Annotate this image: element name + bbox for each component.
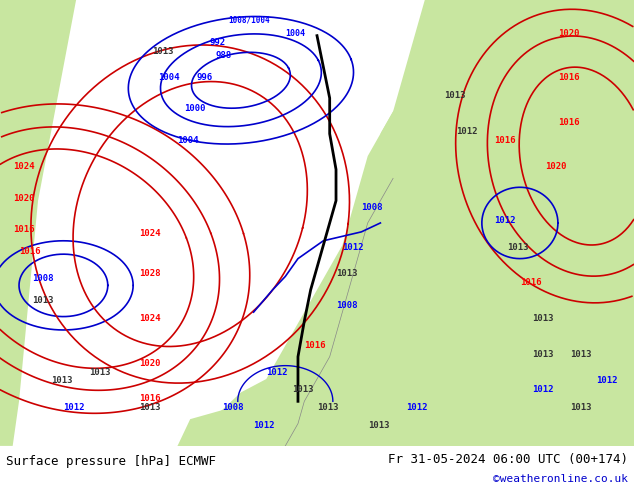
Text: 1013: 1013	[51, 376, 72, 386]
Text: 1012: 1012	[266, 368, 288, 376]
Text: 1012: 1012	[63, 403, 85, 412]
Text: 1013: 1013	[571, 350, 592, 359]
Text: 1020: 1020	[13, 194, 34, 203]
Text: 1013: 1013	[32, 296, 53, 305]
Text: 1008: 1008	[32, 274, 53, 283]
Text: 1016: 1016	[19, 247, 41, 256]
Text: 1013: 1013	[139, 403, 161, 412]
Text: 1013: 1013	[507, 243, 529, 252]
Text: 1012: 1012	[342, 243, 364, 252]
Text: ©weatheronline.co.uk: ©weatheronline.co.uk	[493, 474, 628, 484]
Text: 1004: 1004	[285, 29, 306, 38]
Polygon shape	[380, 0, 482, 134]
Text: 1012: 1012	[406, 403, 427, 412]
Text: 1024: 1024	[139, 314, 161, 323]
Text: 1013: 1013	[571, 403, 592, 412]
Text: 1013: 1013	[533, 314, 554, 323]
Polygon shape	[178, 0, 634, 446]
Text: 1016: 1016	[495, 136, 516, 145]
Text: 1004: 1004	[178, 136, 199, 145]
Text: 1008: 1008	[222, 403, 243, 412]
Text: 1012: 1012	[596, 376, 618, 386]
Text: 988: 988	[216, 51, 231, 60]
Text: 1013: 1013	[336, 270, 358, 278]
Text: 1024: 1024	[13, 163, 34, 172]
Text: 992: 992	[209, 38, 225, 47]
Text: Surface pressure [hPa] ECMWF: Surface pressure [hPa] ECMWF	[6, 455, 216, 468]
Text: 1013: 1013	[292, 386, 313, 394]
Text: 1016: 1016	[520, 278, 541, 287]
Text: 1000: 1000	[184, 104, 205, 114]
Text: 1016: 1016	[558, 118, 579, 127]
Text: 1020: 1020	[139, 359, 161, 368]
Text: 1016: 1016	[304, 341, 326, 350]
Text: 1020: 1020	[558, 29, 579, 38]
Text: 1008: 1008	[336, 301, 358, 310]
Text: 1004: 1004	[158, 74, 180, 82]
Text: 1028: 1028	[139, 270, 161, 278]
Text: 1013: 1013	[89, 368, 110, 376]
Text: 1013: 1013	[533, 350, 554, 359]
Text: 1020: 1020	[545, 163, 567, 172]
Polygon shape	[0, 0, 76, 446]
Text: 1012: 1012	[254, 421, 275, 430]
Text: 1013: 1013	[368, 421, 389, 430]
Text: 1008/1004: 1008/1004	[228, 15, 270, 24]
Text: 1012: 1012	[456, 127, 478, 136]
Text: 1016: 1016	[13, 225, 34, 234]
Text: 1016: 1016	[558, 74, 579, 82]
Text: 1013: 1013	[444, 91, 465, 100]
Text: 996: 996	[197, 74, 212, 82]
Polygon shape	[178, 379, 634, 446]
Text: 1013: 1013	[152, 47, 174, 55]
Text: 1016: 1016	[139, 394, 161, 403]
Text: 1008: 1008	[361, 202, 383, 212]
Text: 1012: 1012	[495, 216, 516, 225]
Text: 1012: 1012	[533, 386, 554, 394]
Text: Fr 31-05-2024 06:00 UTC (00+174): Fr 31-05-2024 06:00 UTC (00+174)	[387, 453, 628, 466]
Text: 1024: 1024	[139, 229, 161, 238]
Text: 1013: 1013	[317, 403, 339, 412]
